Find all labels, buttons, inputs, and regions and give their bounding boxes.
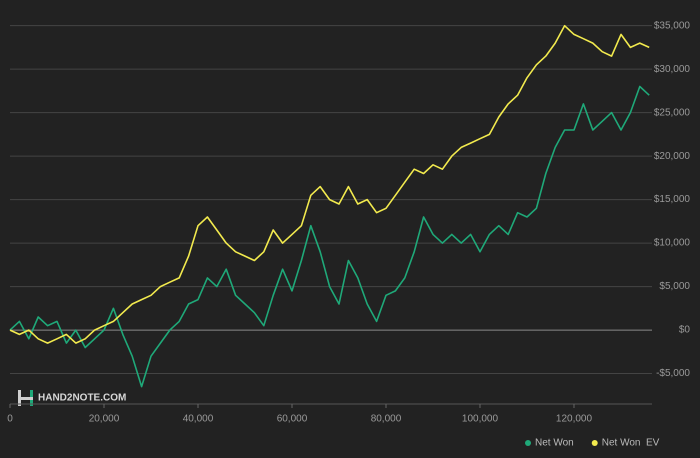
legend-label: Net Won	[535, 438, 574, 449]
logo-bar	[18, 397, 33, 400]
legend-label: Net Won EV	[602, 438, 660, 449]
y-tick-label: $25,000	[654, 107, 691, 118]
y-tick-label: $35,000	[654, 20, 691, 31]
x-tick-label: 120,000	[556, 414, 593, 425]
y-tick-label: $0	[679, 325, 691, 336]
series-line	[9, 85, 650, 388]
logo	[18, 390, 33, 406]
y-tick-label: $10,000	[654, 238, 691, 249]
legend-marker	[591, 440, 598, 446]
y-tick-label: $5,000	[659, 281, 690, 292]
y-tick-label: $20,000	[654, 151, 691, 162]
x-tick-label: 20,000	[89, 414, 120, 425]
x-tick-label: 100,000	[462, 414, 499, 425]
y-tick-label: $15,000	[654, 194, 691, 205]
x-tick-label: 40,000	[183, 414, 214, 425]
watermark: HAND2NOTE.COM	[38, 393, 126, 404]
x-tick-label: 80,000	[371, 414, 402, 425]
legend-marker	[525, 440, 531, 446]
y-tick-label: $30,000	[654, 64, 691, 75]
x-tick-label: 60,000	[277, 414, 308, 425]
y-tick-label: -$5,000	[656, 368, 690, 379]
series-line	[9, 24, 650, 344]
x-tick-label: 0	[7, 414, 13, 425]
